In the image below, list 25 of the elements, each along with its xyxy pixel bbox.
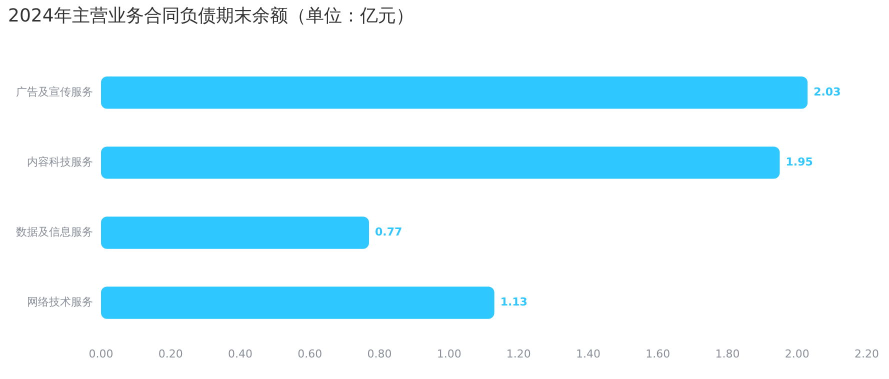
x-tick-label: 1.20 <box>506 347 531 360</box>
x-tick-label: 1.40 <box>576 347 601 360</box>
x-tick-label: 0.00 <box>88 347 114 360</box>
x-tick-label: 0.20 <box>158 347 183 360</box>
x-tick-label: 1.60 <box>646 347 670 360</box>
y-tick-label: 内容科技服务 <box>27 156 93 169</box>
data-label: 0.77 <box>375 226 402 239</box>
bar <box>101 286 494 319</box>
bar <box>101 76 808 109</box>
y-tick-label: 广告及宣传服务 <box>16 85 93 98</box>
data-label: 1.13 <box>500 296 528 309</box>
x-tick-label: 1.80 <box>715 347 740 360</box>
bar <box>101 146 780 179</box>
chart-title: 2024年主营业务合同负债期末余额（单位：亿元） <box>8 5 414 26</box>
x-tick-label: 1.00 <box>436 347 462 360</box>
x-tick-label: 0.40 <box>228 347 252 360</box>
bar <box>101 216 370 249</box>
data-label: 2.03 <box>814 85 841 98</box>
y-tick-label: 网络技术服务 <box>27 296 93 309</box>
y-tick-label: 数据及信息服务 <box>16 226 93 239</box>
data-label: 1.95 <box>786 156 813 169</box>
x-tick-label: 2.00 <box>784 347 810 360</box>
x-tick-label: 2.20 <box>854 347 880 360</box>
x-tick-label: 0.80 <box>367 347 392 360</box>
x-tick-label: 0.60 <box>298 347 322 360</box>
